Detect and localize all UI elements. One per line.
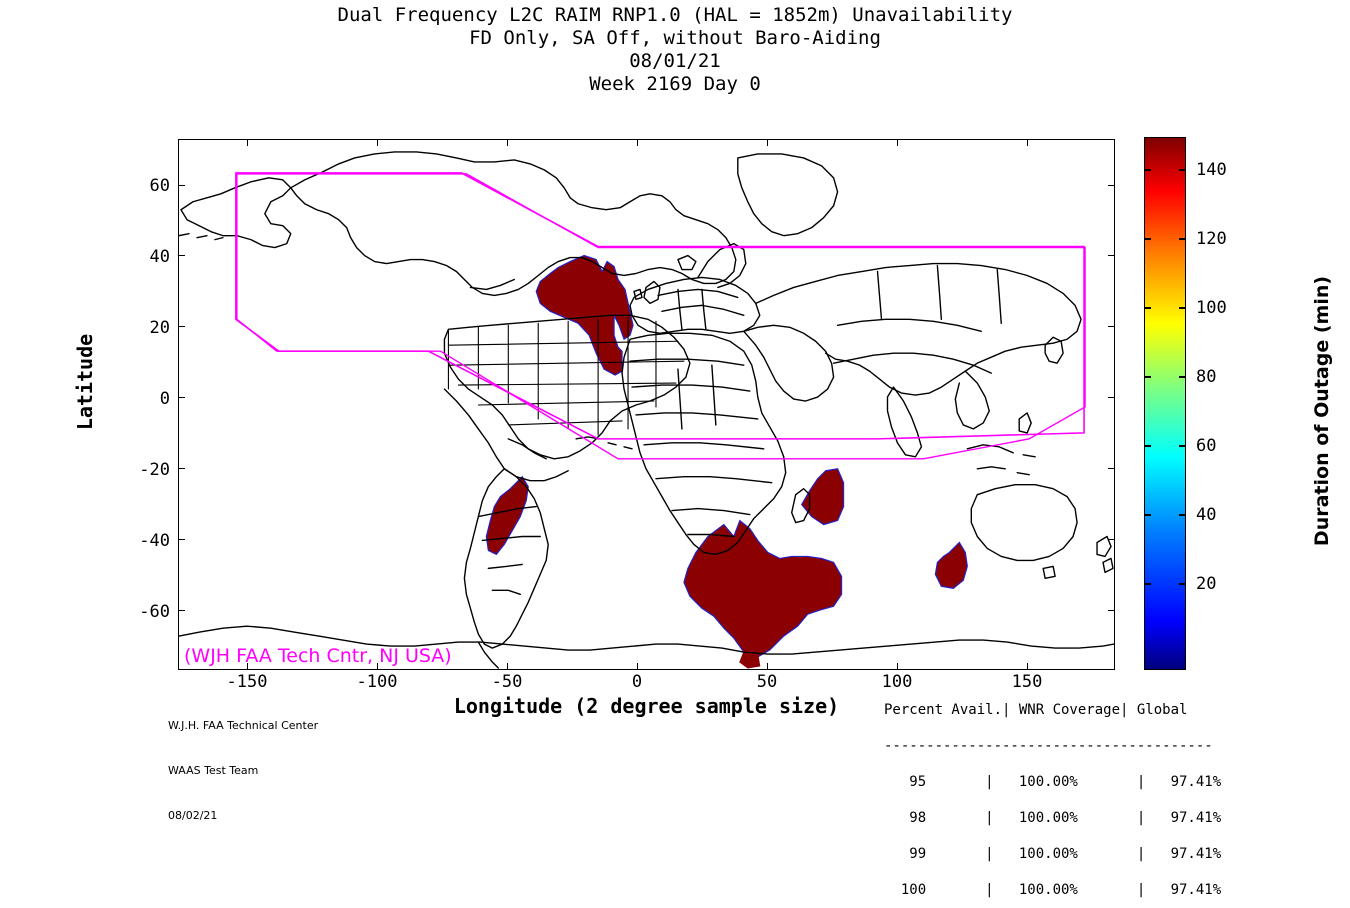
credit-line-1: W.J.H. FAA Technical Center [168,719,319,732]
title-line-2: FD Only, SA Off, without Baro-Aiding [469,27,881,49]
credit-line-2: WAAS Test Team [168,764,259,777]
colorbar-gradient [1144,137,1186,670]
colorbar-tick-label-6: 20 [1196,574,1217,594]
stats-header-row: Percent Avail.| WNR Coverage| Global [884,702,1188,718]
x-tick-label-4: 50 [756,672,778,692]
colorbar-tick-label-1: 120 [1196,229,1227,249]
watermark-text: (WJH FAA Tech Cntr, NJ USA) [184,645,452,667]
x-axis-label: Longitude (2 degree sample size) [453,694,840,718]
x-tick-label-3: 0 [631,672,643,692]
title-line-4: Week 2169 Day 0 [589,73,761,95]
stats-row-2: 99 | 100.00% | 97.41% [884,846,1222,862]
title-line-3: 08/01/21 [629,50,721,72]
x-tick-label-5: 100 [881,672,913,692]
table-row: 95 | 100.00% | 97.41% [884,774,1222,790]
stats-row-1: 98 | 100.00% | 97.41% [884,810,1222,826]
y-tick-label-2: 20 [149,318,170,338]
y-tick-label-3: 0 [159,389,170,409]
x-tick-label-2: -50 [491,672,523,692]
y-tick-label-0: 60 [149,176,170,196]
y-tick-label-5: -40 [139,531,170,551]
table-row: 100 | 100.00% | 97.41% [884,882,1222,898]
stats-divider: --------------------------------------- [884,738,1213,754]
y-tick-label-4: -20 [139,460,170,480]
outage-region-southern-ocean-antarctica [683,519,843,659]
outage-region-southeast-of-australia [934,541,968,589]
colorbar-tick-label-2: 100 [1196,298,1227,318]
stats-row-0: 95 | 100.00% | 97.41% [884,774,1222,790]
availability-stats-table: Percent Avail.| WNR Coverage| Global ---… [884,680,1221,908]
y-tick-label-1: 40 [149,247,170,267]
colorbar-tick-label-5: 40 [1196,505,1217,525]
credit-line-3: 08/02/21 [168,809,218,822]
y-axis-label: Latitude [73,333,97,431]
outage-regions [485,254,968,669]
chart-title-block: Dual Frequency L2C RAIM RNP1.0 (HAL = 18… [0,4,1350,96]
y-tick-label-6: -60 [139,602,170,622]
stats-row-3: 100 | 100.00% | 97.41% [884,882,1222,898]
table-row: 98 | 100.00% | 97.41% [884,810,1222,826]
colorbar-container[interactable] [1144,137,1186,670]
colorbar-tick-label-3: 80 [1196,367,1217,387]
title-line-1: Dual Frequency L2C RAIM RNP1.0 (HAL = 18… [337,4,1013,26]
credit-block: W.J.H. FAA Technical Center WAAS Test Te… [168,688,318,838]
outage-region-southern-indian-ocean [800,468,845,526]
colorbar-tick-label-4: 60 [1196,436,1217,456]
map-plot-area[interactable] [178,139,1115,670]
coverage-polygon-overlay [235,172,1085,440]
x-tick-label-0: -150 [226,672,268,692]
colorbar-axis-label: Duration of Outage (min) [1311,275,1333,547]
x-tick-label-6: 150 [1011,672,1043,692]
x-tick-label-1: -100 [356,672,398,692]
waas-service-volume-path [235,172,1085,440]
coastlines [179,151,1114,669]
table-row: 99 | 100.00% | 97.41% [884,846,1222,862]
colorbar-tick-label-0: 140 [1196,160,1227,180]
outage-region-eastern-atlantic-west-africa [535,254,634,376]
